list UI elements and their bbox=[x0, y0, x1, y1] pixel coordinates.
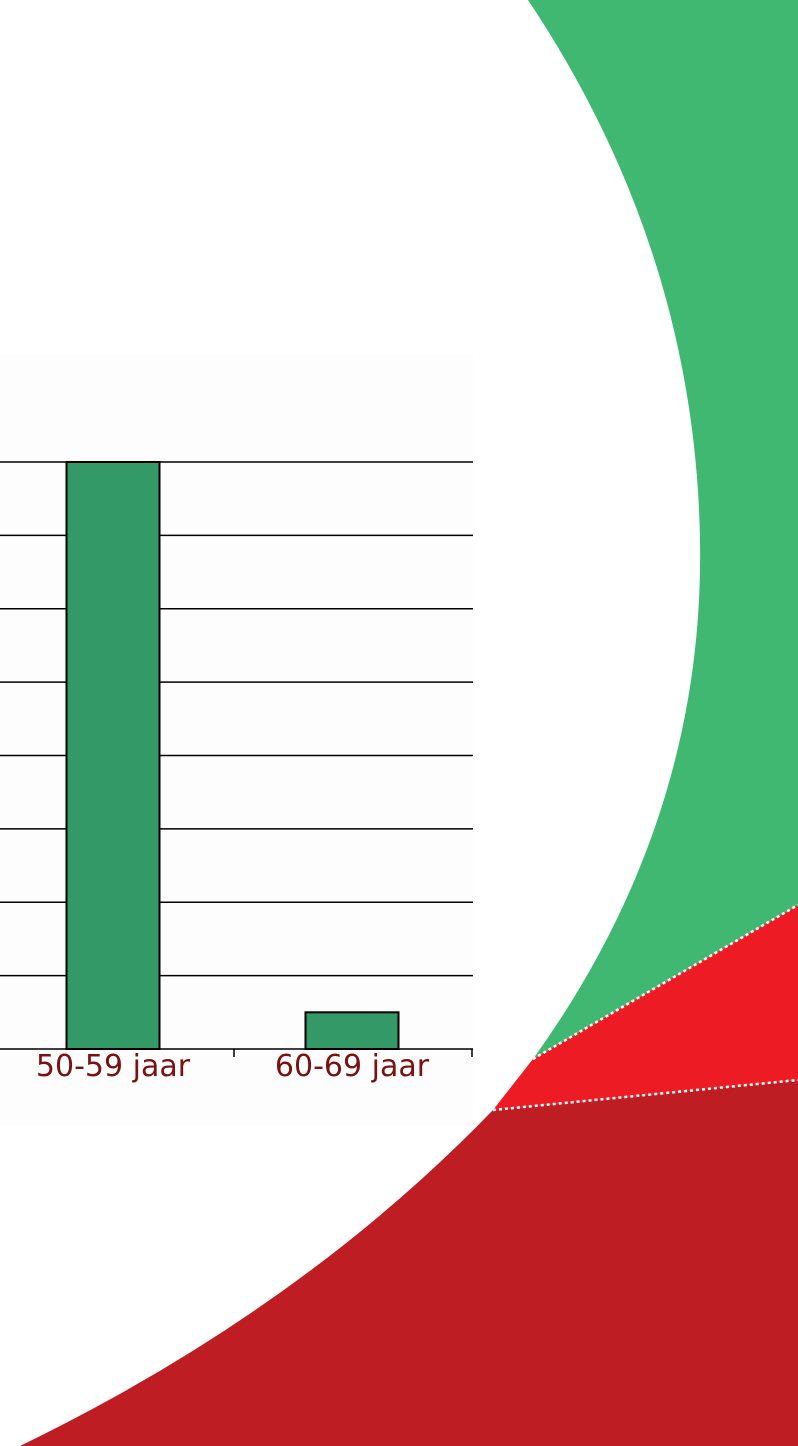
bar-60-69-jaar bbox=[304, 1011, 400, 1050]
x-tick-label-60-69: 60-69 jaar bbox=[275, 1049, 430, 1084]
bars bbox=[65, 461, 400, 1050]
bar-50-59-jaar bbox=[65, 461, 161, 1050]
x-tick-label-50-59: 50-59 jaar bbox=[36, 1049, 191, 1084]
red-band-shape bbox=[493, 905, 798, 1110]
dark-red-shape bbox=[20, 1080, 798, 1446]
green-arc-shape bbox=[528, 0, 798, 1059]
bar-chart: 50-59 jaar 60-69 jaar bbox=[0, 461, 473, 1084]
